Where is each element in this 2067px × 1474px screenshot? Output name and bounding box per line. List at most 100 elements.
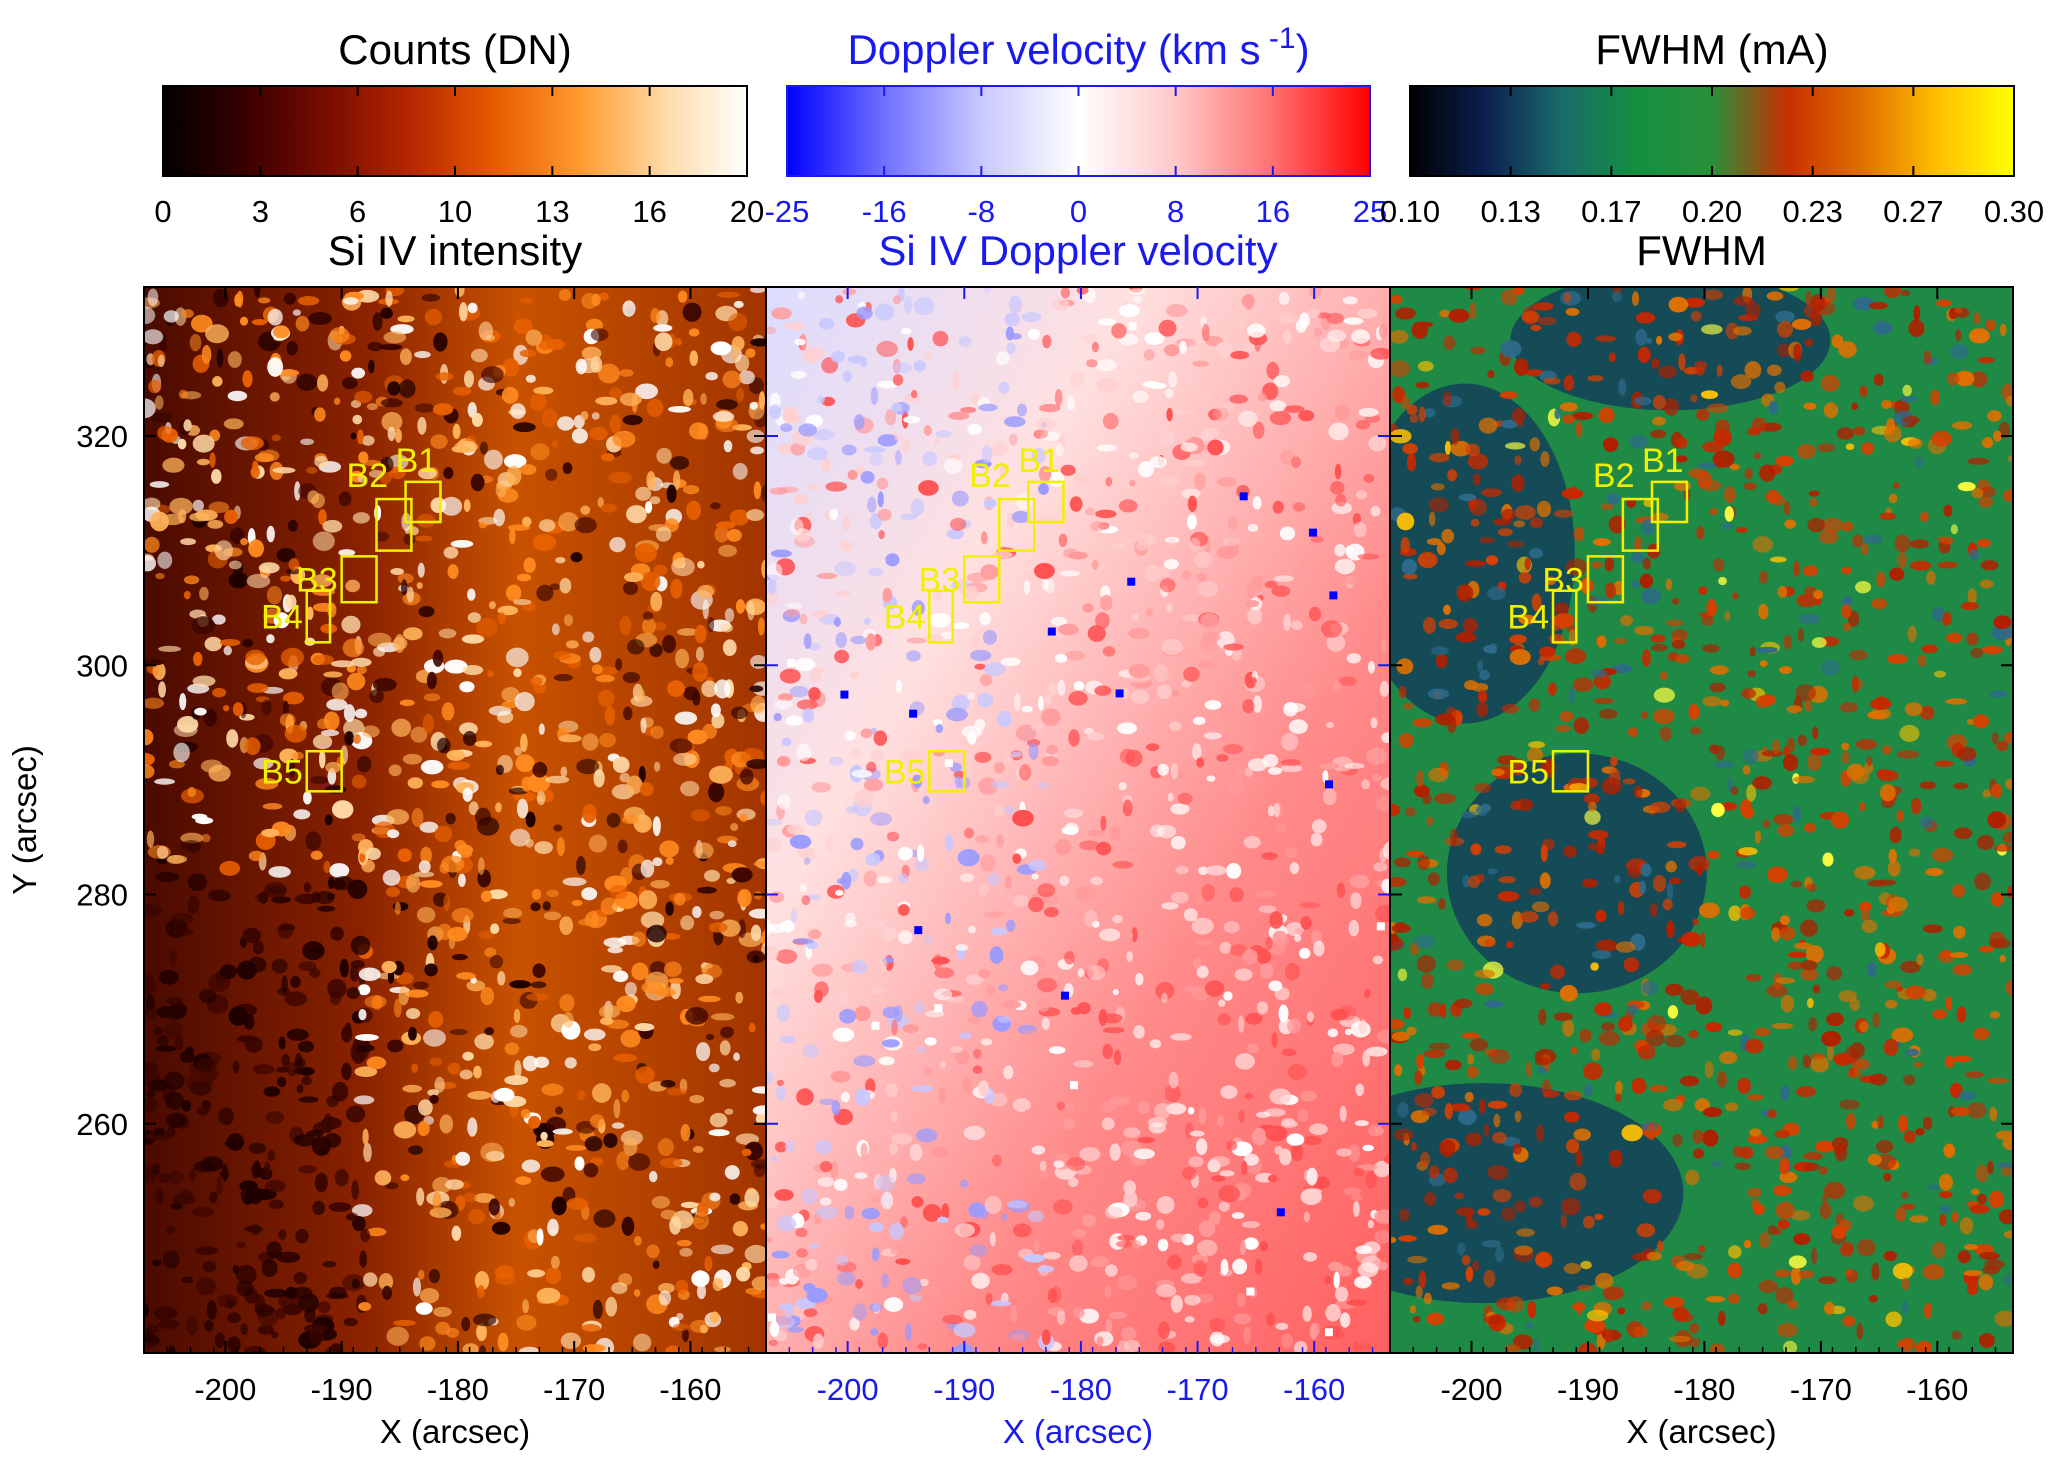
doppler-blob <box>1344 1028 1353 1036</box>
doppler-blob <box>1363 473 1375 483</box>
intensity-blob <box>736 387 745 403</box>
intensity-blob <box>189 1168 197 1182</box>
intensity-blob <box>489 954 504 969</box>
fwhm-blob <box>1653 687 1675 703</box>
doppler-blob <box>1260 962 1274 979</box>
intensity-blob <box>186 1073 203 1091</box>
intensity-blob <box>295 1229 309 1244</box>
intensity-blob <box>562 462 573 475</box>
doppler-blob <box>1335 1286 1349 1302</box>
fwhm-blob <box>1820 375 1840 392</box>
intensity-blob <box>278 923 296 932</box>
fwhm-blob <box>1893 482 1900 490</box>
fwhm-blob <box>1714 419 1730 436</box>
fwhm-blob <box>1808 1017 1818 1032</box>
intensity-blob <box>288 557 300 571</box>
fwhm-blob <box>1840 566 1853 575</box>
intensity-blob <box>619 772 630 783</box>
fwhm-blob <box>1795 684 1816 702</box>
doppler-blob <box>1166 537 1177 546</box>
doppler-blob <box>1193 472 1206 490</box>
fwhm-blob <box>1747 1134 1768 1145</box>
intensity-blob <box>584 1136 603 1152</box>
doppler-blob <box>1198 866 1209 875</box>
fwhm-blob <box>1803 402 1817 410</box>
fwhm-blob <box>1767 866 1788 883</box>
intensity-blob <box>714 679 731 699</box>
fwhm-blob <box>1505 941 1514 949</box>
doppler-blob <box>1343 317 1364 325</box>
doppler-blob <box>915 1128 938 1143</box>
fwhm-blob <box>1640 519 1655 536</box>
fwhm-blob <box>1920 781 1936 790</box>
fwhm-blob <box>1724 610 1731 621</box>
fwhm-blob <box>1823 402 1839 419</box>
doppler-blob <box>1168 1071 1179 1089</box>
fwhm-blob <box>1883 1172 1892 1182</box>
doppler-blob <box>951 694 970 712</box>
fwhm-blob <box>1427 872 1440 886</box>
intensity-blob <box>240 537 248 546</box>
fwhm-blob <box>1444 1103 1453 1120</box>
intensity-blob <box>144 729 154 746</box>
intensity-blob <box>520 1108 531 1119</box>
doppler-blob <box>1059 570 1081 577</box>
doppler-blob <box>870 1328 879 1336</box>
intensity-blob <box>501 386 519 404</box>
intensity-blob <box>430 434 448 449</box>
intensity-blob <box>239 316 249 326</box>
doppler-blob <box>934 967 955 979</box>
fwhm-blob <box>1645 1123 1658 1141</box>
intensity-blob <box>580 410 589 421</box>
intensity-blob <box>545 775 570 784</box>
fwhm-blob <box>1605 582 1616 599</box>
fwhm-blob <box>1423 616 1436 634</box>
doppler-blob <box>821 457 831 473</box>
doppler-blob <box>959 1032 972 1040</box>
doppler-blob <box>1299 312 1310 329</box>
doppler-blob <box>1216 546 1238 560</box>
doppler-blob <box>1300 916 1312 930</box>
intensity-blob <box>414 351 431 359</box>
doppler-blob <box>825 481 848 492</box>
fwhm-blob <box>1806 883 1817 892</box>
fwhm-blob <box>1972 714 1989 729</box>
doppler-blob <box>1326 312 1344 325</box>
doppler-blob <box>860 471 875 484</box>
doppler-blob <box>1086 732 1104 741</box>
intensity-blob <box>435 372 454 381</box>
intensity-blob <box>358 1009 367 1021</box>
doppler-blob <box>847 1339 866 1350</box>
intensity-blob <box>551 440 558 448</box>
fwhm-blob <box>1954 307 1963 314</box>
intensity-blob <box>166 1225 175 1234</box>
fwhm-blob <box>1743 748 1759 764</box>
doppler-blob <box>1163 558 1179 570</box>
fwhm-blob <box>1690 726 1702 736</box>
fwhm-blob <box>1613 580 1624 596</box>
fwhm-blob <box>1646 337 1653 344</box>
intensity-blob <box>533 386 554 395</box>
doppler-blob <box>1323 1275 1332 1285</box>
doppler-blob <box>842 515 851 532</box>
intensity-blob <box>752 954 760 963</box>
doppler-blob <box>1318 762 1341 770</box>
doppler-blob <box>964 827 975 839</box>
fwhm-blob <box>1769 556 1787 563</box>
intensity-blob <box>147 1089 156 1099</box>
fwhm-blob <box>1514 1110 1522 1123</box>
intensity-blob <box>653 621 667 631</box>
fwhm-blob <box>1527 1300 1537 1319</box>
fwhm-blob <box>1690 311 1702 322</box>
doppler-blob <box>1198 1107 1207 1125</box>
doppler-blob <box>1065 1102 1075 1113</box>
fwhm-blob <box>1591 561 1603 569</box>
doppler-blob <box>1111 323 1127 339</box>
intensity-blob <box>395 972 414 985</box>
doppler-blob <box>917 1343 928 1350</box>
doppler-pixel <box>1060 991 1069 1000</box>
fwhm-blob <box>1448 308 1470 323</box>
fwhm-blob <box>1952 884 1966 898</box>
doppler-pixel <box>1128 322 1137 331</box>
x-axis-label: X (arcsec) <box>1003 1413 1153 1450</box>
